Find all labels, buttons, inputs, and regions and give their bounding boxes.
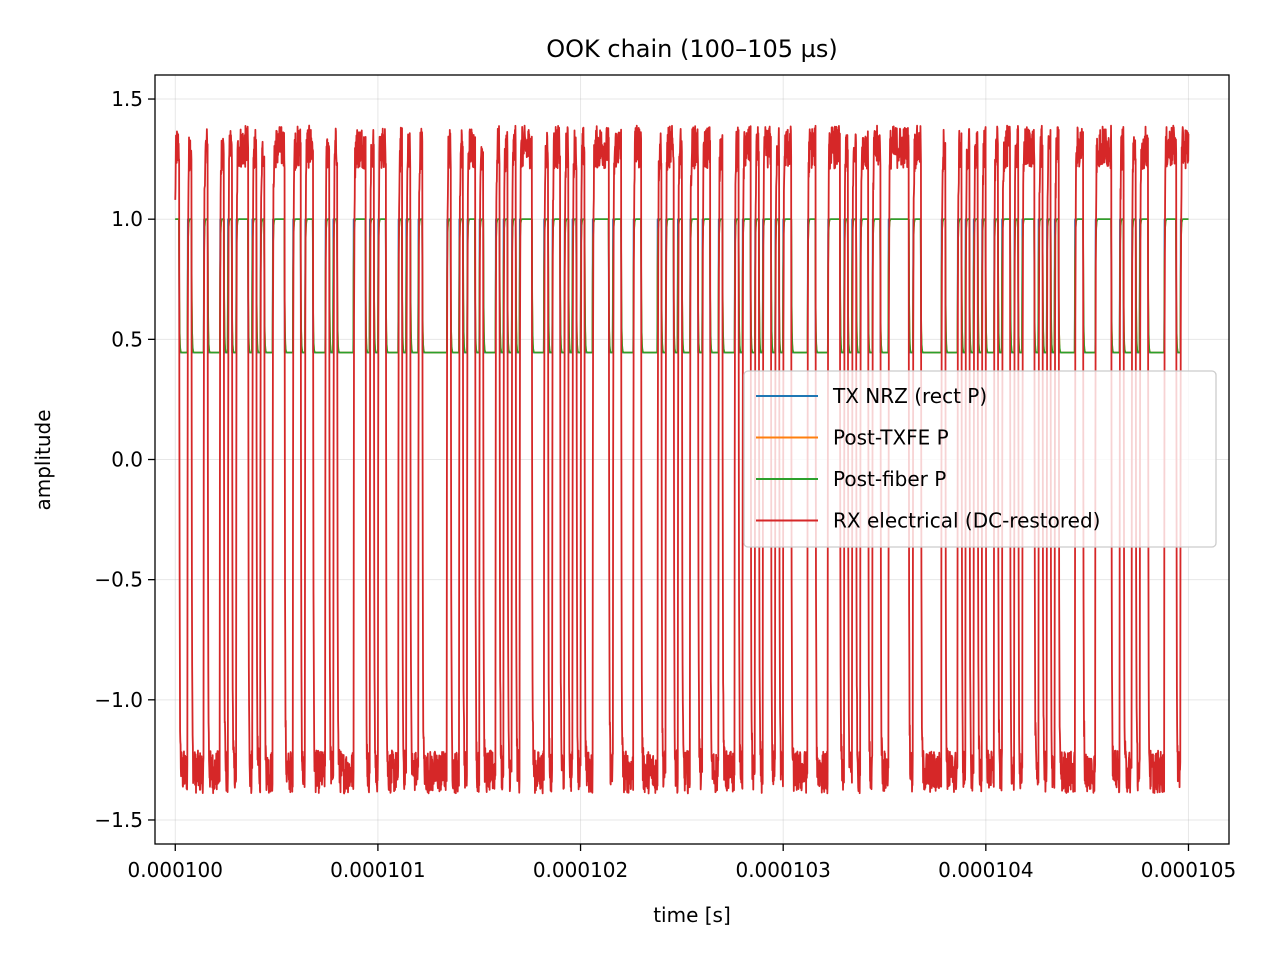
legend-label: RX electrical (DC-restored) [833, 509, 1100, 533]
x-tick-label: 0.000102 [533, 858, 628, 882]
x-tick-label: 0.000105 [1141, 858, 1236, 882]
legend-label: TX NRZ (rect P) [832, 384, 987, 408]
legend: TX NRZ (rect P) Post-TXFE P Post-fiber P RX… [743, 370, 1217, 548]
x-tick-label: 0.000104 [938, 858, 1033, 882]
x-axis: 0.000100 0.000101 0.000102 0.000103 0.000104… [128, 844, 1236, 882]
x-tick-label: 0.000101 [330, 858, 425, 882]
legend-box [743, 370, 1217, 548]
y-tick-label: −1.5 [94, 808, 143, 832]
y-tick-label: 1.5 [111, 87, 143, 111]
y-tick-label: 0.0 [111, 448, 143, 472]
y-tick-label: 1.0 [111, 207, 143, 231]
y-axis: −1.5 −1.0 −0.5 0.0 0.5 1.0 1.5 [94, 87, 155, 832]
x-tick-label: 0.000103 [735, 858, 830, 882]
series-layer [174, 124, 1190, 795]
x-axis-label: time [s] [653, 903, 731, 927]
chart-title: OOK chain (100–105 µs) [546, 35, 838, 63]
legend-label: Post-TXFE P [833, 426, 949, 450]
legend-label: Post-fiber P [833, 467, 946, 491]
y-tick-label: 0.5 [111, 327, 143, 351]
y-axis-label: amplitude [31, 409, 55, 510]
y-tick-label: −0.5 [94, 568, 143, 592]
x-tick-label: 0.000100 [128, 858, 223, 882]
y-tick-label: −1.0 [94, 688, 143, 712]
series-line [174, 124, 1190, 795]
